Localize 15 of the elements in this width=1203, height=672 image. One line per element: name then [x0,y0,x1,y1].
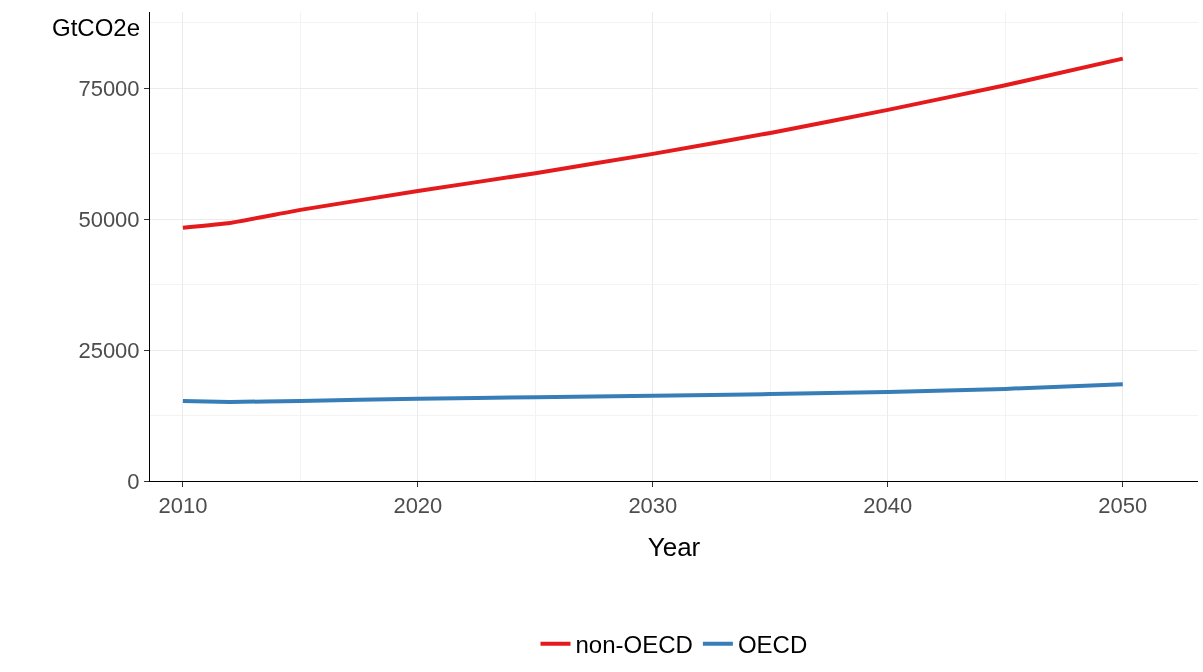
legend-label: non-OECD [575,631,693,659]
x-tick-label: 2040 [863,493,913,519]
y-tick-label: 25000 [78,337,140,363]
legend-label: OECD [737,631,808,659]
y-axis-title: GtCO2e [52,14,141,41]
x-tick-label: 2020 [393,493,443,519]
x-tick-label: 2030 [628,493,678,519]
y-tick-label: 50000 [78,206,140,232]
line-series [180,382,1125,404]
y-tick-label: 75000 [78,76,140,102]
y-tick-label: 0 [127,468,140,494]
line-series [180,56,1125,230]
x-tick-label: 2050 [1098,493,1148,519]
x-axis-title: Year [647,532,701,563]
x-tick-label: 2010 [158,493,208,519]
